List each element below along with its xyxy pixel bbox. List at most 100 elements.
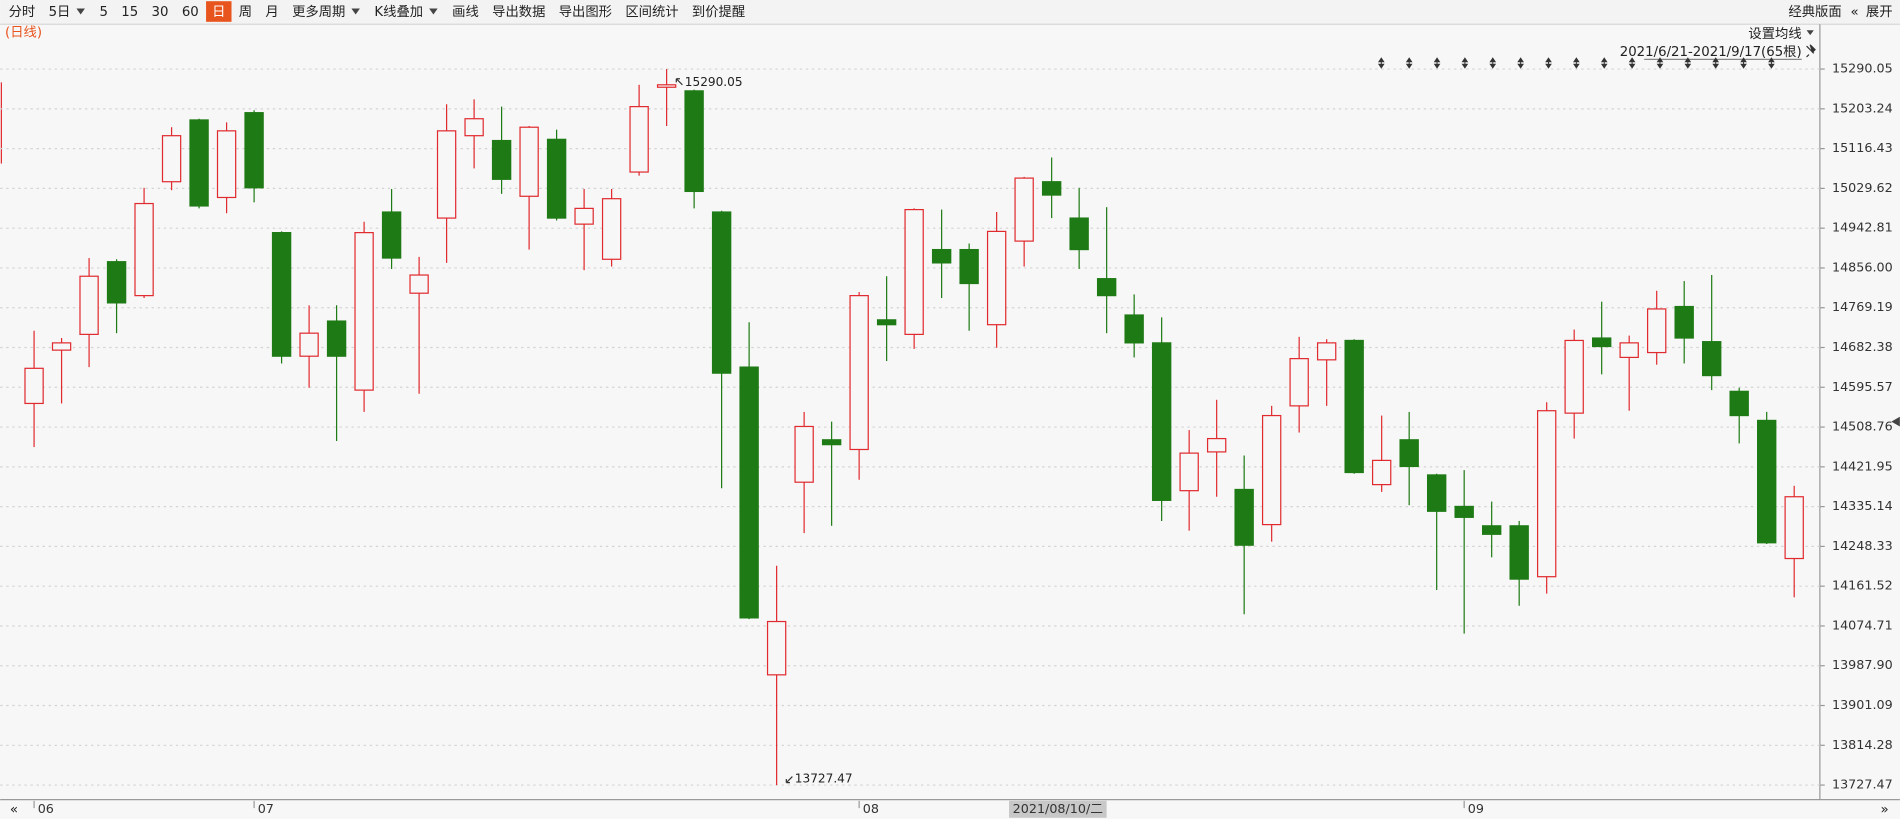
price-marker: [1891, 416, 1900, 427]
y-tick-label: 14335.14: [1832, 498, 1893, 513]
x-tick-label: 08: [863, 801, 879, 816]
candle-body: [1674, 305, 1694, 339]
candle-body: [1096, 278, 1117, 297]
candle-body: [79, 275, 99, 335]
candle-body: [299, 332, 319, 357]
toolbar-right-button[interactable]: 经典版面: [1788, 4, 1841, 20]
toolbar-button[interactable]: 分时: [9, 4, 36, 20]
toolbar-button[interactable]: 更多周期: [292, 3, 345, 20]
crosshair-label: 2021/08/10/二: [1013, 801, 1104, 816]
period-label: (日线): [5, 25, 42, 41]
marker-icon: [1489, 57, 1497, 69]
candle-body: [1206, 437, 1227, 453]
candle-body: [189, 119, 209, 207]
toolbar-button[interactable]: 30: [152, 5, 169, 20]
y-tick-label: 13814.28: [1832, 737, 1893, 752]
candle-body: [1289, 358, 1309, 407]
candle-body: [1151, 342, 1172, 501]
pin-icon[interactable]: [1806, 44, 1816, 58]
collapse-icon: «: [1851, 5, 1859, 20]
candle-body: [1014, 177, 1034, 242]
candle-body: [1564, 339, 1584, 414]
scroll-left[interactable]: «: [10, 802, 18, 817]
y-tick-label: 15203.24: [1832, 100, 1893, 115]
marker-icon: [1461, 57, 1469, 69]
candle-body: [1179, 452, 1199, 492]
y-tick-label: 14508.76: [1832, 419, 1893, 434]
marker-icon: [1545, 57, 1552, 69]
candle-body: [876, 319, 897, 326]
dropdown-arrow: [429, 8, 438, 15]
marker-icon: [1712, 57, 1720, 69]
toolbar-button[interactable]: 到价提醒: [692, 4, 745, 20]
max-label: 15290.05: [685, 75, 743, 89]
candle-body: [629, 106, 649, 173]
candle-body: [711, 211, 732, 374]
y-tick-label: 14248.33: [1832, 538, 1893, 553]
candle-body: [1536, 410, 1557, 578]
y-tick-label: 13987.90: [1832, 657, 1893, 672]
y-tick-label: 15116.43: [1832, 140, 1893, 155]
candle-body: [491, 139, 512, 180]
y-tick-label: 14595.57: [1832, 379, 1893, 394]
candle-body: [354, 232, 374, 391]
candle-body: [849, 295, 869, 451]
active-highlight: [206, 1, 232, 22]
candle-body: [1509, 525, 1529, 580]
toolbar-button[interactable]: 60: [182, 5, 199, 20]
y-tick-label: 13901.09: [1832, 697, 1893, 712]
y-tick-label: 14074.71: [1832, 617, 1893, 632]
scroll-right[interactable]: »: [1880, 802, 1888, 817]
marker-icon: [1377, 57, 1385, 69]
toolbar-button[interactable]: 15: [121, 5, 138, 20]
candle-body: [574, 207, 594, 225]
toolbar-button[interactable]: 月: [265, 5, 278, 20]
x-tick-label: 07: [258, 801, 274, 816]
y-tick-label: 14682.38: [1832, 339, 1893, 354]
y-tick-label: 15029.62: [1832, 180, 1893, 195]
candle-body: [381, 211, 402, 259]
toolbar-button[interactable]: K线叠加: [374, 4, 423, 20]
candle-body: [134, 202, 154, 297]
candle-body: [464, 118, 484, 137]
candle-body: [794, 425, 814, 483]
candle-body: [216, 130, 237, 199]
toolbar-button[interactable]: 周: [239, 5, 252, 20]
marker-icon: [1740, 57, 1747, 69]
y-tick-label: 14161.52: [1832, 578, 1893, 593]
toolbar: [0, 0, 1900, 25]
toolbar-button[interactable]: 导出图形: [559, 4, 612, 20]
y-tick-label: 13727.47: [1832, 777, 1893, 792]
toolbar-button[interactable]: 5日: [49, 5, 71, 20]
candle-body: [409, 274, 429, 294]
y-tick-label: 14942.81: [1832, 220, 1893, 235]
marker-icon: [1573, 57, 1580, 69]
dropdown-arrow: [76, 8, 85, 15]
candle-body: [1729, 390, 1749, 417]
candle-body: [24, 367, 44, 405]
range-label[interactable]: 2021/6/21-2021/9/17(65根): [1620, 44, 1802, 60]
candle-body: [1646, 308, 1667, 354]
ma-setting[interactable]: 设置均线: [1748, 26, 1801, 42]
toolbar-button[interactable]: 区间统计: [625, 4, 678, 20]
candle-body: [959, 248, 979, 285]
candle-body: [1041, 181, 1062, 196]
toolbar-right-button[interactable]: 展开: [1866, 5, 1893, 20]
candle-body: [601, 198, 622, 260]
toolbar-button[interactable]: 画线: [452, 4, 479, 20]
candle-body: [436, 130, 457, 219]
candle-body: [739, 366, 759, 619]
marker-icon: [1433, 57, 1441, 69]
toolbar-button[interactable]: 5: [99, 5, 107, 20]
toolbar-button[interactable]: 导出数据: [492, 4, 545, 20]
candle-body: [1426, 474, 1447, 512]
y-tick-label: 14769.19: [1832, 299, 1893, 314]
period-button-active[interactable]: 日: [212, 5, 225, 20]
candle-body: [326, 320, 347, 357]
candle-body: [106, 261, 127, 304]
candle-body: [1124, 314, 1144, 344]
max-arrow: [675, 78, 683, 86]
candle-body: [1481, 525, 1502, 535]
candle-body: [1619, 342, 1639, 359]
